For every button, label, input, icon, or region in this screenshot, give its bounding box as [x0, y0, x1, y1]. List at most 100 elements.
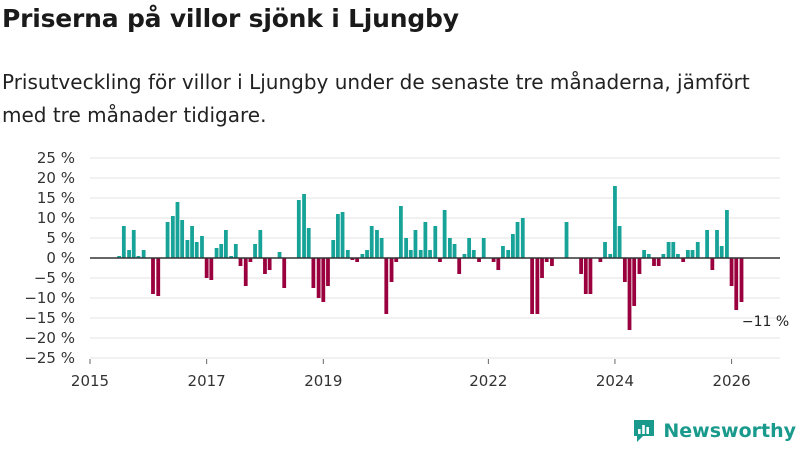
- brand-name: Newsworthy: [663, 420, 796, 442]
- last-value-annotation: −11 %: [742, 314, 789, 330]
- bar: [214, 248, 219, 258]
- newsworthy-logo[interactable]: Newsworthy: [631, 418, 796, 444]
- bar: [219, 244, 224, 258]
- bar: [423, 222, 428, 258]
- x-tick-label: 2024: [596, 372, 634, 390]
- bar: [355, 258, 360, 262]
- y-tick-label: 0 %: [46, 249, 75, 267]
- y-tick-label: −5 %: [34, 269, 75, 287]
- bar: [608, 254, 613, 258]
- bar: [550, 258, 554, 266]
- bar: [457, 258, 462, 274]
- bar: [389, 258, 394, 282]
- x-tick-label: 2017: [188, 372, 226, 390]
- bar: [734, 258, 739, 310]
- y-tick-label: 5 %: [46, 229, 75, 247]
- bar: [617, 226, 622, 258]
- x-tick-label: 2015: [71, 372, 109, 390]
- bar: [447, 238, 452, 258]
- y-tick-label: 10 %: [37, 209, 75, 227]
- bar: [637, 258, 642, 274]
- x-tick-label: 2026: [712, 372, 750, 390]
- newsworthy-icon: [634, 420, 655, 442]
- bar: [433, 226, 438, 258]
- bar: [369, 226, 374, 258]
- bar: [258, 230, 263, 258]
- bar: [515, 222, 520, 258]
- bar: [603, 242, 607, 258]
- bar: [204, 258, 209, 278]
- bar: [170, 216, 175, 258]
- bar: [229, 256, 234, 258]
- bar: [710, 258, 715, 270]
- bar: [564, 222, 569, 258]
- bar: [127, 250, 131, 258]
- bar: [467, 238, 472, 258]
- bar: [540, 258, 544, 278]
- bar: [121, 226, 126, 258]
- bar: [379, 238, 384, 258]
- y-tick-label: −15 %: [24, 309, 75, 327]
- bar: [646, 254, 651, 258]
- bar: [681, 258, 686, 262]
- bar: [209, 258, 214, 280]
- bar: [656, 258, 661, 266]
- bar: [136, 256, 141, 258]
- bar: [438, 258, 442, 262]
- bar: [418, 250, 423, 258]
- bar: [398, 206, 403, 258]
- bar: [520, 218, 525, 258]
- bar: [360, 254, 365, 258]
- bar: [175, 202, 180, 258]
- bars: [117, 186, 744, 330]
- bar: [194, 242, 199, 258]
- x-tick-label: 2019: [304, 372, 342, 390]
- bar: [676, 254, 680, 258]
- bar: [715, 230, 719, 258]
- bar: [413, 230, 418, 258]
- y-tick-label: −25 %: [24, 349, 75, 367]
- bar: [739, 258, 744, 302]
- bar: [428, 250, 432, 258]
- bar: [671, 242, 676, 258]
- bar: [156, 258, 161, 296]
- bar: [331, 240, 336, 258]
- bar: [613, 186, 617, 258]
- bar: [496, 258, 501, 270]
- y-tick-label: −10 %: [24, 289, 75, 307]
- bar: [326, 258, 330, 286]
- y-tick-label: 20 %: [37, 169, 75, 187]
- chart-subtitle: Prisutveckling för villor i Ljungby unde…: [2, 70, 750, 127]
- bar: [321, 258, 326, 302]
- bar: [185, 240, 190, 258]
- bar: [462, 254, 467, 258]
- bar: [622, 258, 627, 282]
- bar: [725, 210, 729, 258]
- bar: [530, 258, 535, 314]
- bar: [365, 250, 369, 258]
- bar: [632, 258, 637, 306]
- bar: [282, 258, 287, 288]
- bar: [705, 230, 709, 258]
- bar: [642, 250, 646, 258]
- bar: [690, 250, 695, 258]
- bar: [481, 238, 486, 258]
- bar: [141, 250, 146, 258]
- bar: [190, 226, 194, 258]
- bar: [471, 250, 476, 258]
- x-axis: 2015 2017 2019 2022 2024 2026: [71, 359, 751, 390]
- bar: [350, 258, 355, 260]
- bar: [510, 234, 515, 258]
- bar: [544, 258, 549, 262]
- bar: [248, 258, 253, 262]
- bar: [491, 258, 496, 262]
- bar: [375, 230, 379, 258]
- chart-title: Priserna på villor sjönk i Ljungby: [2, 4, 459, 33]
- bar: [506, 250, 511, 258]
- bar: [345, 250, 350, 258]
- y-tick-label: 15 %: [37, 189, 75, 207]
- bar: [394, 258, 399, 262]
- bar: [340, 212, 345, 258]
- bar: [302, 194, 306, 258]
